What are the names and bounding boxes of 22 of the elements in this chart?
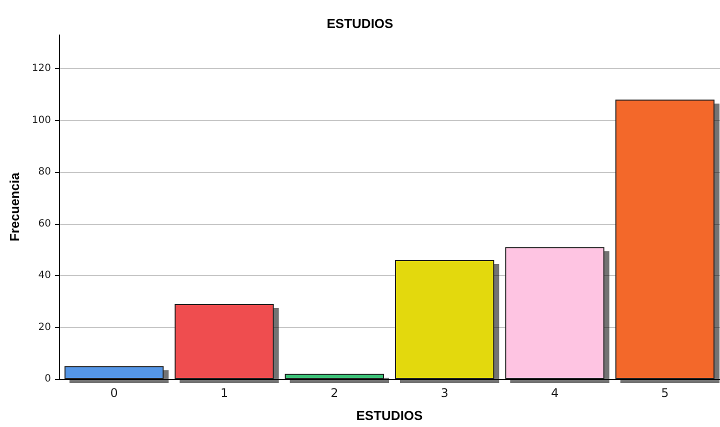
bar <box>64 366 164 379</box>
bar <box>395 260 494 379</box>
x-axis-title: ESTUDIOS <box>356 408 424 423</box>
bar <box>174 304 274 379</box>
bar <box>615 100 714 379</box>
bar <box>505 247 604 379</box>
x-tick-label: 3 <box>440 386 448 400</box>
chart-title: ESTUDIOS <box>326 16 394 31</box>
x-tick-label: 4 <box>550 386 559 400</box>
y-tick-label: 80 <box>38 166 51 178</box>
y-tick-label: 40 <box>38 270 51 282</box>
x-tick-label: 2 <box>330 386 338 400</box>
y-tick-label: 100 <box>32 114 51 126</box>
y-tick-label: 20 <box>38 322 51 333</box>
y-axis-title: Frecuencia <box>7 172 22 242</box>
x-tick-label: 1 <box>220 386 228 400</box>
y-tick-label: 0 <box>44 374 51 384</box>
x-tick-label: 5 <box>661 386 669 400</box>
bar <box>284 374 384 379</box>
x-tick-label: 0 <box>110 386 118 400</box>
y-tick-label: 120 <box>32 63 51 74</box>
y-tick-label: 60 <box>38 218 51 230</box>
